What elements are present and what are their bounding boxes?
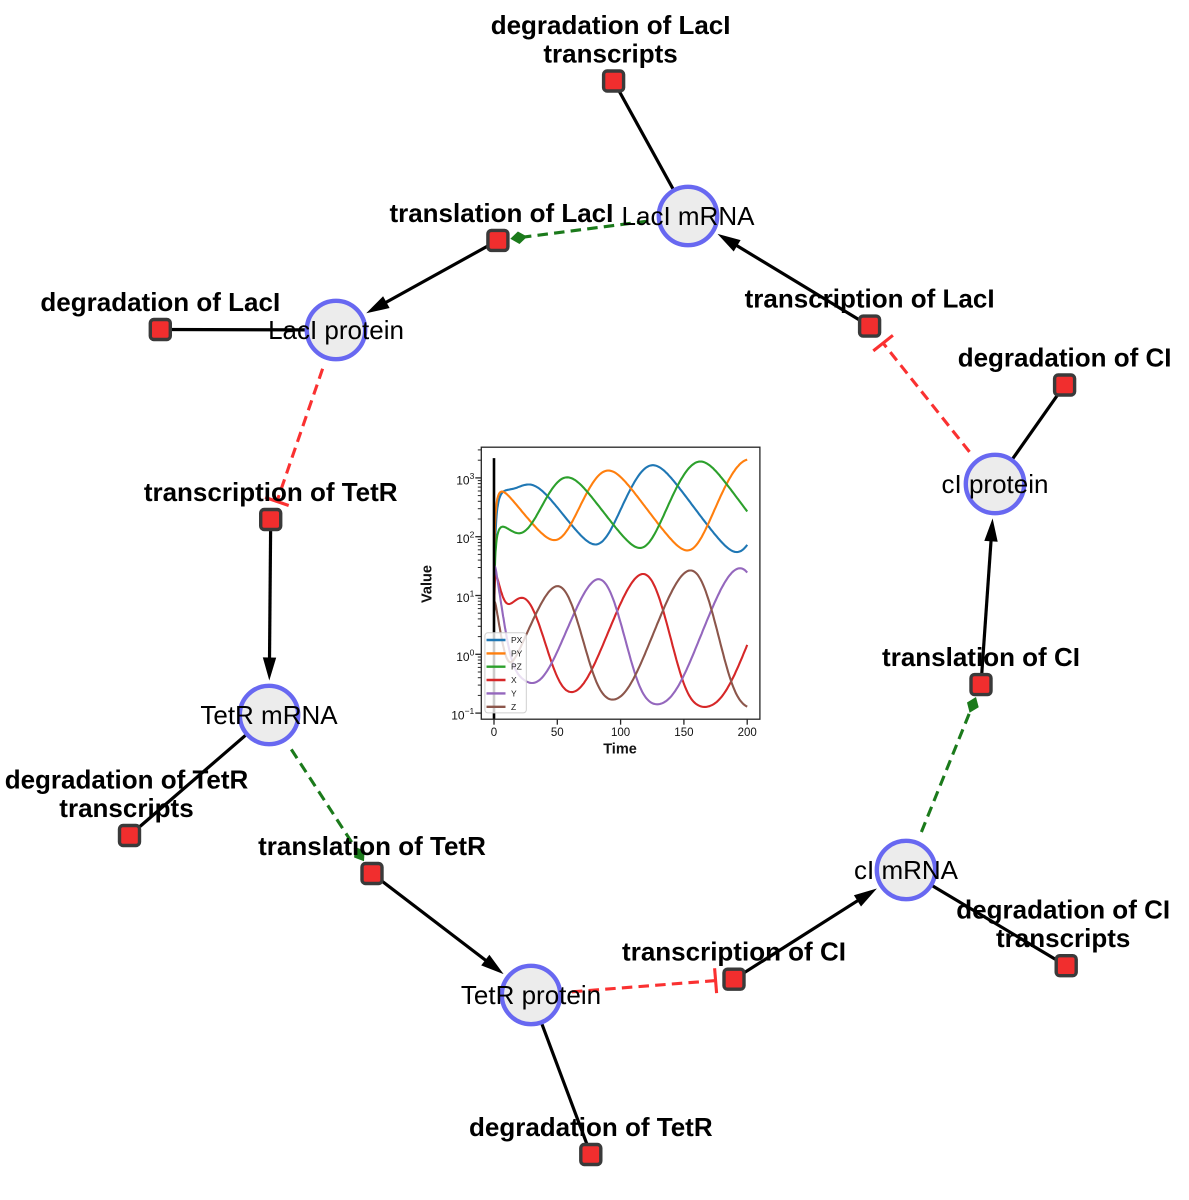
svg-text:translation of TetR: translation of TetR <box>258 831 486 861</box>
svg-text:150: 150 <box>674 727 693 739</box>
svg-text:Time: Time <box>603 742 637 758</box>
svg-text:LacI mRNA: LacI mRNA <box>622 201 756 231</box>
svg-text:100: 100 <box>456 647 474 664</box>
svg-text:Value: Value <box>420 565 436 603</box>
svg-text:PX: PX <box>511 635 523 645</box>
svg-text:101: 101 <box>456 589 474 606</box>
svg-text:10−1: 10−1 <box>451 706 474 723</box>
svg-text:transcription of TetR: transcription of TetR <box>144 477 398 507</box>
svg-text:PY: PY <box>511 648 523 658</box>
svg-text:transcripts: transcripts <box>59 793 193 823</box>
svg-text:cI protein: cI protein <box>942 469 1049 499</box>
svg-text:cI mRNA: cI mRNA <box>854 855 959 885</box>
svg-text:degradation of CI: degradation of CI <box>956 895 1170 925</box>
svg-text:Y: Y <box>511 688 517 698</box>
svg-text:100: 100 <box>611 727 630 739</box>
svg-text:PZ: PZ <box>511 662 522 672</box>
svg-text:LacI protein: LacI protein <box>268 315 404 345</box>
svg-text:degradation of LacI: degradation of LacI <box>491 10 731 40</box>
svg-text:transcripts: transcripts <box>996 923 1130 953</box>
svg-text:200: 200 <box>738 727 757 739</box>
svg-text:degradation of CI: degradation of CI <box>958 342 1172 372</box>
svg-text:translation of LacI: translation of LacI <box>389 198 613 228</box>
svg-text:50: 50 <box>551 727 564 739</box>
svg-text:translation of CI: translation of CI <box>882 642 1080 672</box>
svg-text:transcription of LacI: transcription of LacI <box>745 284 995 314</box>
svg-text:TetR mRNA: TetR mRNA <box>200 700 338 730</box>
svg-text:transcription of CI: transcription of CI <box>622 937 846 967</box>
svg-text:degradation of TetR: degradation of TetR <box>469 1112 713 1142</box>
svg-text:degradation of TetR: degradation of TetR <box>5 764 249 794</box>
svg-text:degradation of LacI: degradation of LacI <box>40 287 280 317</box>
svg-text:0: 0 <box>491 727 497 739</box>
svg-text:103: 103 <box>456 471 474 488</box>
svg-text:Z: Z <box>511 702 516 712</box>
svg-text:X: X <box>511 675 517 685</box>
svg-text:102: 102 <box>456 530 474 547</box>
svg-text:TetR protein: TetR protein <box>461 980 601 1010</box>
svg-text:transcripts: transcripts <box>543 39 677 69</box>
